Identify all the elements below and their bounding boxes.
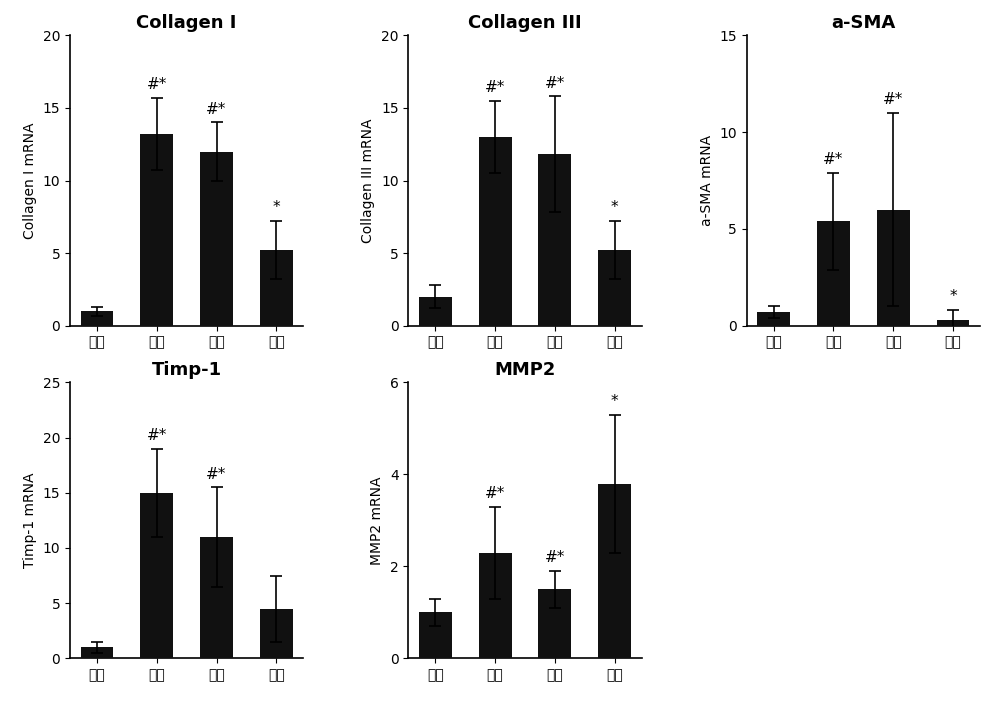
Bar: [598, 250, 631, 326]
Text: #*: #*: [823, 152, 844, 167]
Bar: [260, 609, 293, 658]
Y-axis label: Collagen III mRNA: Collagen III mRNA: [361, 118, 375, 243]
Bar: [479, 137, 512, 326]
Text: #*: #*: [485, 486, 505, 501]
Text: #*: #*: [883, 92, 903, 107]
Bar: [877, 210, 910, 326]
Text: #*: #*: [485, 80, 505, 95]
Y-axis label: a-SMA mRNA: a-SMA mRNA: [700, 135, 714, 226]
Bar: [817, 221, 850, 326]
Y-axis label: Timp-1 mRNA: Timp-1 mRNA: [23, 473, 37, 568]
Title: a-SMA: a-SMA: [831, 14, 895, 33]
Text: #*: #*: [545, 551, 565, 566]
Text: *: *: [272, 200, 280, 215]
Bar: [200, 537, 233, 658]
Bar: [140, 134, 173, 326]
Text: #*: #*: [147, 428, 167, 443]
Text: *: *: [949, 290, 957, 304]
Bar: [479, 552, 512, 658]
Bar: [419, 612, 452, 658]
Title: Collagen III: Collagen III: [468, 14, 582, 33]
Bar: [81, 311, 113, 326]
Bar: [260, 250, 293, 326]
Bar: [598, 484, 631, 658]
Bar: [538, 589, 571, 658]
Y-axis label: Collagen I mRNA: Collagen I mRNA: [23, 122, 37, 239]
Bar: [937, 320, 969, 326]
Text: *: *: [611, 200, 618, 215]
Y-axis label: MMP2 mRNA: MMP2 mRNA: [370, 476, 384, 565]
Title: Collagen I: Collagen I: [136, 14, 237, 33]
Text: #*: #*: [147, 77, 167, 92]
Bar: [538, 154, 571, 326]
Bar: [419, 297, 452, 326]
Text: #*: #*: [206, 467, 227, 481]
Bar: [81, 647, 113, 658]
Bar: [140, 493, 173, 658]
Text: *: *: [611, 394, 618, 409]
Text: #*: #*: [206, 102, 227, 117]
Bar: [757, 312, 790, 326]
Title: MMP2: MMP2: [494, 361, 556, 379]
Title: Timp-1: Timp-1: [152, 361, 222, 379]
Text: #*: #*: [545, 76, 565, 91]
Bar: [200, 152, 233, 326]
